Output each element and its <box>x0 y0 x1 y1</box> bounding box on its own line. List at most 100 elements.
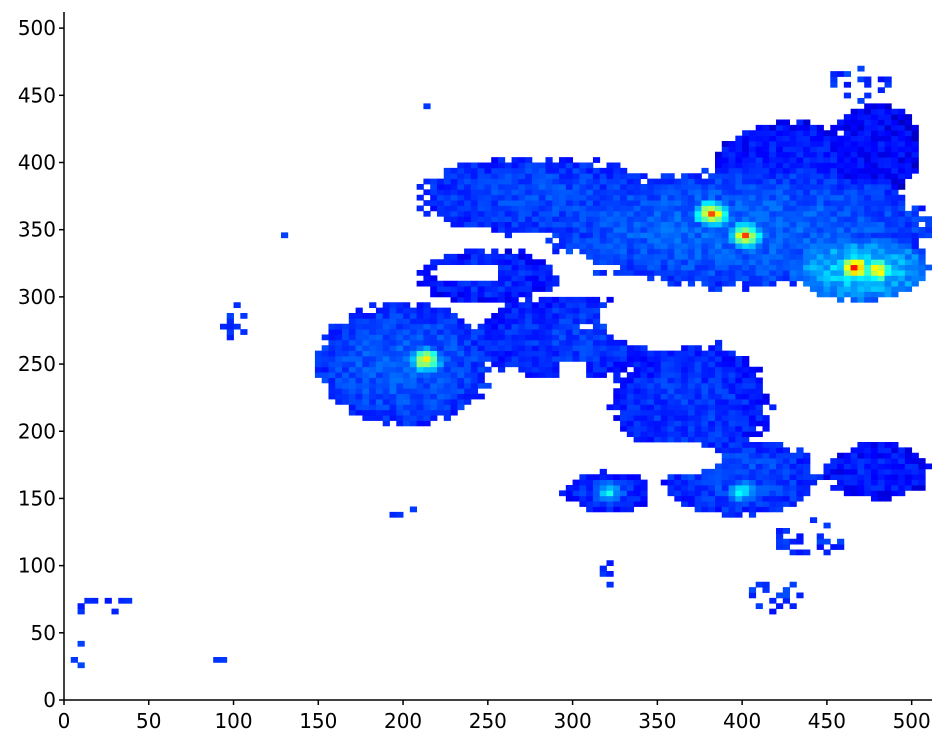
heatmap-cell <box>796 135 804 142</box>
heatmap-cell <box>484 184 492 190</box>
heatmap-cell <box>782 135 790 142</box>
heatmap-cell <box>457 216 465 223</box>
heatmap-cell <box>809 221 818 228</box>
heatmap-cell <box>457 377 465 384</box>
heatmap-cell <box>823 200 831 206</box>
heatmap-cell <box>626 377 635 384</box>
heatmap-cell <box>613 345 621 352</box>
heatmap-cell <box>816 291 824 298</box>
heatmap-cell <box>843 114 852 120</box>
heatmap-cell <box>647 221 655 228</box>
heatmap-cell <box>891 264 899 271</box>
heatmap-cell <box>837 167 845 174</box>
heatmap-cell <box>450 356 458 362</box>
heatmap-cell <box>633 259 641 266</box>
heatmap-cell <box>721 506 729 513</box>
heatmap-cell <box>687 178 696 185</box>
heatmap-cell <box>742 490 750 497</box>
heatmap-cell <box>362 334 370 341</box>
heatmap-cell <box>782 463 790 470</box>
heatmap-cell <box>769 162 777 169</box>
heatmap-cell <box>430 264 438 271</box>
heatmap-cell <box>477 296 485 303</box>
heatmap-cell <box>477 205 485 212</box>
heatmap-cell <box>369 356 377 362</box>
heatmap-cell <box>572 200 580 206</box>
heatmap-cell <box>389 339 397 346</box>
heatmap-cell <box>891 270 899 276</box>
heatmap-cell <box>545 296 553 303</box>
heatmap-cell <box>728 210 736 217</box>
heatmap-cell <box>477 248 485 255</box>
heatmap-cell <box>504 200 512 206</box>
heatmap-cell <box>870 232 879 239</box>
heatmap-cell <box>830 280 838 287</box>
heatmap-cell <box>823 253 831 260</box>
heatmap-cell <box>606 506 614 513</box>
heatmap-cell <box>423 339 431 346</box>
heatmap-cell <box>633 382 641 389</box>
heatmap-cell <box>708 264 716 271</box>
heatmap-cell <box>735 162 743 169</box>
heatmap-cell <box>884 81 892 88</box>
heatmap-cell <box>898 178 906 185</box>
heatmap-cell <box>755 431 763 438</box>
heatmap-cell <box>423 264 431 271</box>
x-tick-label: 450 <box>808 709 846 733</box>
heatmap-cell <box>586 237 594 244</box>
heatmap-cell <box>457 184 465 190</box>
heatmap-cell <box>762 587 770 593</box>
heatmap-cell <box>565 167 573 174</box>
heatmap-cell <box>830 157 838 163</box>
heatmap-cell <box>620 425 628 432</box>
heatmap-cell <box>755 200 763 206</box>
heatmap-cell <box>721 511 729 518</box>
heatmap-cell <box>891 253 899 260</box>
heatmap-cell <box>423 377 431 384</box>
heatmap-cell <box>525 350 533 357</box>
heatmap-cell <box>633 243 641 249</box>
heatmap-cell <box>430 291 438 298</box>
heatmap-cell <box>891 485 899 491</box>
heatmap-cell <box>870 296 879 303</box>
heatmap-cell <box>857 442 865 448</box>
heatmap-cell <box>511 194 519 201</box>
heatmap-cell <box>755 189 763 196</box>
heatmap-cell <box>755 162 763 169</box>
heatmap-cell <box>572 339 580 346</box>
heatmap-cell <box>464 366 472 373</box>
heatmap-cell <box>884 291 892 298</box>
heatmap-cell <box>572 350 580 357</box>
heatmap-cell <box>904 173 913 180</box>
heatmap-cell <box>525 339 533 346</box>
heatmap-cell <box>565 345 573 352</box>
heatmap-cell <box>803 119 811 126</box>
heatmap-cell <box>626 356 635 362</box>
heatmap-cell <box>647 425 655 432</box>
heatmap-cell <box>816 124 824 131</box>
heatmap-cell <box>715 366 723 373</box>
heatmap-cell <box>443 377 451 384</box>
heatmap-cell <box>891 243 899 249</box>
heatmap-cell <box>898 275 906 282</box>
heatmap-cell <box>762 135 770 142</box>
heatmap-cell <box>443 361 451 368</box>
heatmap-cell <box>904 114 913 120</box>
heatmap-cell <box>518 307 526 314</box>
heatmap-cell <box>450 291 458 298</box>
heatmap-cell <box>667 200 675 206</box>
heatmap-cell <box>477 382 485 389</box>
heatmap-cell <box>789 275 797 282</box>
heatmap-cell <box>864 114 872 120</box>
heatmap-cell <box>531 178 540 185</box>
heatmap-cell <box>640 409 648 416</box>
heatmap-cell <box>857 447 865 454</box>
heatmap-cell <box>789 264 797 271</box>
heatmap-cell <box>396 339 404 346</box>
heatmap-cell <box>498 259 506 266</box>
heatmap-cell <box>877 173 885 180</box>
heatmap-cell <box>728 167 736 174</box>
heatmap-cell <box>498 167 506 174</box>
heatmap-cell <box>416 345 424 352</box>
heatmap-cell <box>742 415 750 421</box>
